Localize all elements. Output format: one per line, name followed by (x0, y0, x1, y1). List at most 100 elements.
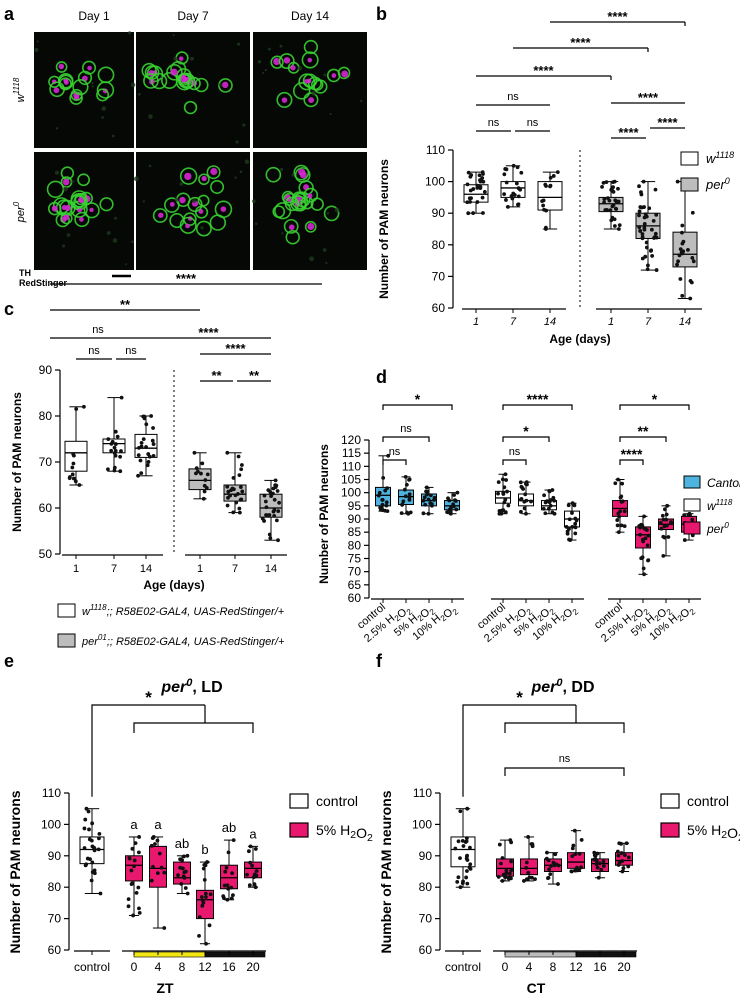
panel-b-w1118-7-point (504, 167, 509, 172)
th-cell (161, 72, 178, 89)
panel-b-x-tick-label: 1 (608, 316, 614, 328)
panel-f-box-3-point (549, 864, 553, 868)
background-speckle (334, 207, 340, 213)
panel-b-x-tick-label: 1 (473, 316, 479, 328)
panel-f-light-dark-bar (575, 951, 637, 958)
panel-d-w1118-box-point (573, 521, 578, 526)
panel-d-Canton-S-box-point (407, 477, 411, 482)
panel-e-box-5-point (229, 885, 234, 890)
panel-d-w1118-box-point (522, 506, 527, 511)
panel-e-box-4-point (200, 903, 205, 908)
panel-b-w1118-14-point (555, 170, 560, 175)
panel-letter-c: c (4, 299, 14, 319)
panel-f-box-0-point (468, 862, 473, 867)
th-cell (301, 51, 319, 69)
panel-f-box-3-point (547, 867, 552, 872)
panel-c-box-3-point (194, 466, 199, 471)
panel-d-per0-box-point (642, 526, 647, 531)
panel-b-per0-1-point (602, 197, 607, 201)
panel-d-ylabel: Number of PAM neurons (317, 444, 331, 584)
panel-b-w1118-1-point (477, 173, 482, 178)
panel-d-w1118-box-point (501, 492, 506, 496)
panel-e-box-3-point (185, 853, 190, 858)
panel-d-per0-box-point (618, 495, 623, 500)
background-speckle (190, 56, 195, 61)
background-speckle (291, 173, 295, 177)
panel-d-per0-box-point (622, 509, 627, 514)
panel-e-legend-swatch (289, 793, 309, 809)
panel-d-w1118-box-point (543, 511, 548, 516)
th-cell (58, 77, 72, 91)
panel-b-y-tick-label: 60 (432, 301, 446, 315)
panel-f-x-tick-label: 0 (502, 960, 509, 974)
panel-c-box-2-point (139, 471, 144, 476)
panel-d-Canton-S-box-point (425, 489, 430, 494)
redstinger-nucleus (341, 70, 349, 78)
panel-e-box-4-point (203, 891, 208, 896)
panel-b-w1118-14-point (540, 199, 544, 204)
panel-b-w1118-7-point (504, 180, 509, 185)
panel-f-box-1-point (509, 859, 513, 864)
panel-f-box-6-point (622, 853, 627, 858)
panel-c-box-1-point (119, 449, 123, 453)
panel-f-box-1-point (507, 871, 512, 876)
panel-d-w1118-box-point (496, 480, 501, 484)
panel-f-box-0-point (464, 875, 469, 880)
panel-c-box-3-point (194, 471, 198, 476)
redstinger-nucleus (308, 97, 315, 103)
panel-c-box-1-point (106, 437, 111, 442)
background-speckle (191, 198, 197, 204)
panel-b-w1118-1-point (466, 170, 471, 175)
panel-f-box-0-point (455, 879, 460, 884)
panel-e-box-5-point (223, 869, 228, 874)
panel-c-box-1-point (113, 442, 118, 446)
panel-d-w1118-box-point (573, 516, 578, 521)
micrograph-1-2 (252, 152, 367, 270)
panel-d-per0-box-point (638, 532, 643, 537)
panel-letter-d: d (376, 367, 387, 387)
panel-b-per0-14-point (677, 253, 682, 258)
panel-e-box-0-point (83, 863, 88, 868)
panel-f-box-0-point (456, 839, 461, 844)
panel-d-w1118-box-point (551, 495, 556, 500)
panel-f-box-2-point (533, 877, 537, 882)
background-speckle (130, 82, 136, 88)
panel-b-per0-7-point (644, 240, 649, 245)
panel-b-sig-label: **** (638, 90, 659, 105)
redstinger-nucleus (178, 56, 184, 61)
panel-d-Canton-S-box-point (376, 493, 381, 498)
th-cell (290, 195, 307, 212)
column-label: Day 1 (78, 9, 110, 23)
panel-e-box-5-point (226, 886, 231, 891)
background-speckle (200, 226, 204, 230)
panel-d-per0-box-point (682, 538, 687, 542)
panel-d-per0-box-point (664, 517, 669, 522)
panel-d-bracket (382, 436, 430, 442)
panel-b-w1118-1-point (475, 183, 480, 188)
panel-c: 50 60 70 80 90 Number of PAM neurons 1 7 14 1 7 14 A… (10, 271, 322, 648)
panel-e-x-tick-label: 8 (179, 960, 186, 974)
panel-c-box-4-point (236, 454, 241, 459)
panel-d-per0-box-point (615, 518, 620, 522)
panel-c-box-0-point (71, 461, 76, 466)
panel-e-box-6-point (248, 844, 253, 849)
panel-e-box-6-point (252, 882, 257, 887)
panel-e-box-5-point (222, 883, 227, 888)
panel-e-box-2-point (162, 926, 167, 930)
panel-c-box-2-point (151, 442, 156, 447)
background-speckle (323, 73, 327, 77)
panel-d-w1118-box-point (552, 498, 557, 503)
redstinger-nucleus (220, 206, 227, 212)
panel-c-box-2-point (137, 446, 141, 450)
panel-d-y-tick-label: 65 (348, 578, 362, 592)
background-speckle (329, 113, 332, 116)
panel-c-x-tick-label: 14 (265, 563, 277, 575)
background-speckle (264, 68, 267, 72)
panel-b-w1118-1-point (466, 211, 471, 216)
panel-c-box-3-point (202, 489, 207, 494)
panel-f-box-2-point (522, 879, 526, 883)
panel-e-box-4-point (199, 895, 204, 899)
panel-d-Canton-S-box-point (426, 511, 431, 516)
panel-c-box-4-point (239, 497, 244, 502)
panel-f-box-3-point (544, 856, 549, 861)
